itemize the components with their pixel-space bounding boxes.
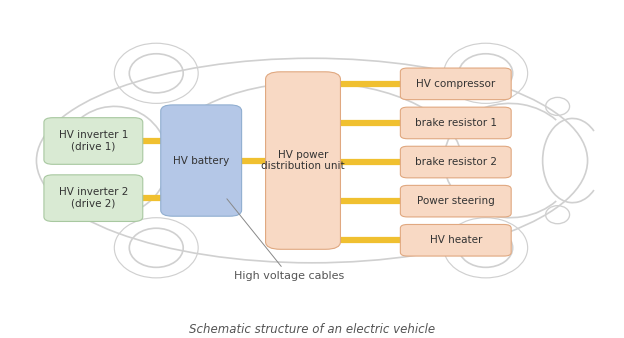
Text: HV compressor: HV compressor: [416, 79, 495, 89]
FancyBboxPatch shape: [401, 224, 511, 256]
FancyBboxPatch shape: [161, 105, 241, 216]
FancyBboxPatch shape: [401, 107, 511, 139]
Text: brake resistor 1: brake resistor 1: [415, 118, 497, 128]
Text: Schematic structure of an electric vehicle: Schematic structure of an electric vehic…: [189, 323, 435, 336]
Text: HV heater: HV heater: [429, 235, 482, 245]
FancyBboxPatch shape: [401, 68, 511, 100]
Text: High voltage cables: High voltage cables: [227, 199, 344, 281]
FancyBboxPatch shape: [401, 185, 511, 217]
Text: HV inverter 2
(drive 2): HV inverter 2 (drive 2): [59, 187, 128, 209]
Text: HV battery: HV battery: [173, 155, 229, 166]
Text: brake resistor 2: brake resistor 2: [415, 157, 497, 167]
Text: Power steering: Power steering: [417, 196, 495, 206]
Text: HV inverter 1
(drive 1): HV inverter 1 (drive 1): [59, 130, 128, 152]
Text: HV power
distribution unit: HV power distribution unit: [261, 150, 345, 171]
FancyBboxPatch shape: [401, 146, 511, 178]
FancyBboxPatch shape: [44, 175, 143, 221]
FancyBboxPatch shape: [44, 118, 143, 164]
FancyBboxPatch shape: [266, 72, 341, 249]
